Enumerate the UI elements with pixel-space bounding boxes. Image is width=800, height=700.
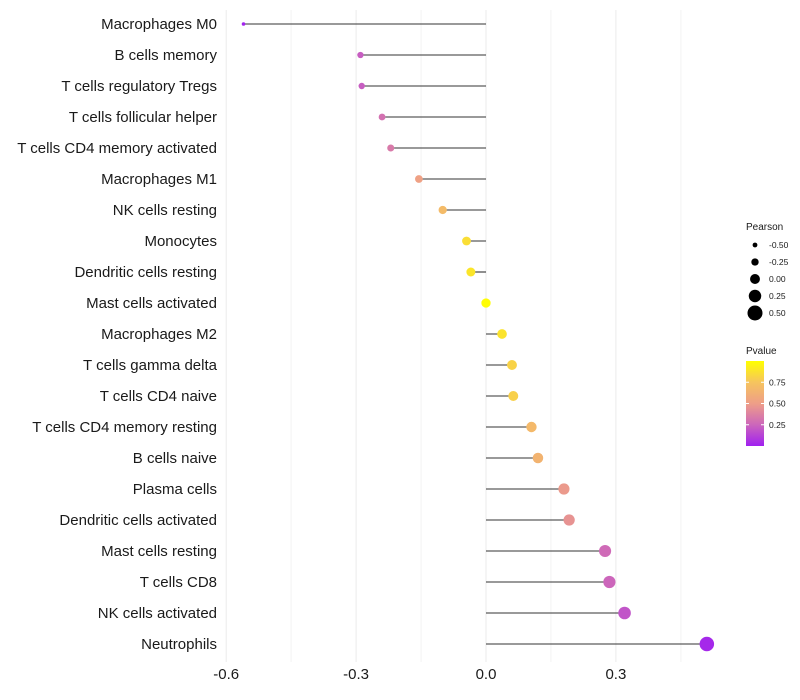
lollipop-dot (497, 329, 507, 339)
lollipop-dot (526, 421, 537, 433)
category-label: B cells naive (133, 450, 217, 467)
lollipop-dot (603, 575, 616, 589)
lollipop-dot (438, 205, 447, 215)
category-label: Plasma cells (133, 481, 217, 498)
pvalue-legend-label: 0.75 (769, 377, 786, 387)
category-label: Macrophages M1 (101, 171, 217, 188)
pvalue-colorbar (746, 361, 764, 446)
category-label: Monocytes (144, 233, 217, 250)
x-tick-label: -0.6 (213, 666, 239, 683)
category-label: Neutrophils (141, 636, 217, 653)
category-label: T cells CD4 naive (100, 388, 217, 405)
pearson-legend-label: 0.25 (769, 291, 786, 301)
pearson-legend-key (750, 274, 760, 284)
pearson-legend-key (752, 242, 758, 248)
pearson-legend-key (751, 258, 759, 266)
category-label: NK cells activated (98, 605, 217, 622)
lollipop-dot (358, 82, 365, 90)
pearson-legend-key (748, 289, 762, 303)
lollipop-dot (357, 51, 364, 59)
pearson-size-legend: Pearson -0.50 -0.25 0.00 0.25 0.50 (746, 222, 789, 321)
pvalue-legend-label: 0.25 (769, 420, 786, 430)
lollipop-stems (243, 23, 707, 645)
x-tick-label: -0.3 (343, 666, 369, 683)
lollipop-dot (507, 360, 517, 370)
category-label: Dendritic cells activated (59, 512, 217, 529)
lollipop-dot (599, 544, 612, 558)
category-label: T cells gamma delta (83, 357, 218, 374)
lollipop-dot (699, 636, 715, 652)
x-axis-tick-labels: -0.6 -0.3 0.0 0.3 (213, 666, 626, 683)
category-label: B cells memory (114, 47, 217, 64)
x-tick-label: 0.0 (476, 666, 497, 683)
lollipop-dot (558, 483, 570, 495)
lollipop-dot (481, 298, 491, 308)
category-label: Dendritic cells resting (74, 264, 217, 281)
grid-lines (225, 10, 682, 662)
category-label: NK cells resting (113, 202, 217, 219)
pearson-legend-label: -0.25 (769, 257, 789, 267)
category-label: Mast cells resting (101, 543, 217, 560)
category-label: T cells CD4 memory activated (17, 140, 217, 157)
category-label: T cells follicular helper (69, 109, 217, 126)
lollipop-dot (462, 236, 471, 246)
lollipop-dot (387, 144, 395, 152)
lollipop-dot (466, 267, 476, 277)
category-label: T cells CD8 (140, 574, 217, 591)
pvalue-color-legend: Pvalue 0.75 0.50 0.25 (746, 346, 786, 446)
lollipop-dot (532, 452, 544, 464)
pearson-legend-key (747, 305, 763, 321)
category-label: T cells regulatory Tregs (61, 78, 217, 95)
category-label: Mast cells activated (86, 295, 217, 312)
pearson-legend-label: 0.00 (769, 274, 786, 284)
x-tick-label: 0.3 (605, 666, 626, 683)
category-labels: Macrophages M0 B cells memory T cells regu… (17, 16, 217, 653)
pvalue-legend-label: 0.50 (769, 399, 786, 409)
lollipop-dot (378, 113, 386, 121)
category-label: Macrophages M2 (101, 326, 217, 343)
lollipop-dot (415, 175, 423, 183)
lollipop-dot (508, 391, 519, 401)
category-label: Macrophages M0 (101, 16, 217, 33)
pearson-legend-label: -0.50 (769, 240, 789, 250)
lollipop-dot (563, 514, 575, 526)
category-label: T cells CD4 memory resting (32, 419, 217, 436)
lollipop-dots (241, 22, 715, 652)
pearson-legend-label: 0.50 (769, 308, 786, 318)
lollipop-dot (618, 606, 631, 620)
lollipop-dot (241, 22, 246, 26)
pvalue-legend-title: Pvalue (746, 346, 777, 357)
pearson-legend-title: Pearson (746, 222, 783, 233)
